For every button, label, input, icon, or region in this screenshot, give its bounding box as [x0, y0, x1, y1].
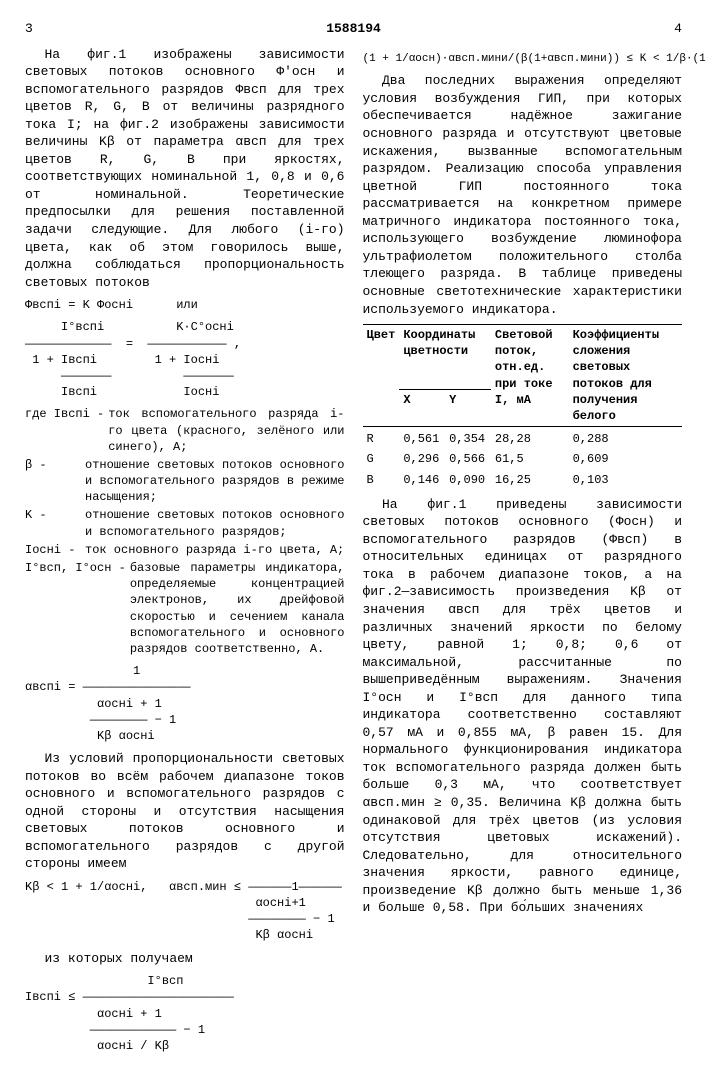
formula-top-right: (1 + 1/αосн)·αвсп.мини/(β(1+αвсп.мини)) … [363, 52, 683, 67]
left-column: На фиг.1 изображены зависимости световых… [25, 46, 345, 1061]
cell: 0,609 [569, 449, 682, 469]
def-row: Iоснi - ток основного разряда i-го цвета… [25, 542, 345, 558]
def-row: где Iвспi - ток вспомогательного разряда… [25, 406, 345, 455]
def-text: отношение световых потоков основного и в… [85, 507, 345, 539]
formula-4: Kβ < 1 + 1/αоснi, αвсп.мин ≤ ——————1————… [25, 879, 345, 944]
right-page-number: 4 [674, 20, 682, 38]
th-color: Цвет [363, 325, 400, 427]
def-row: K - отношение световых потоков основного… [25, 507, 345, 539]
def-text: ток основного разряда i-го цвета, А; [85, 542, 345, 558]
cell: 0,561 [399, 427, 445, 450]
cell: R [363, 427, 400, 450]
th-coef: Коэффициенты сложения световых потоков д… [569, 325, 682, 427]
left-para-2: Из условий пропорциональности световых п… [25, 750, 345, 873]
def-text: ток вспомогательного разряда i-го цвета … [108, 406, 344, 455]
cell: 0,288 [569, 427, 682, 450]
left-para-1: На фиг.1 изображены зависимости световых… [25, 46, 345, 292]
left-para-3: из которых получаем [25, 950, 345, 968]
th-y: Y [445, 390, 491, 427]
table-row: G 0,296 0,566 61,5 0,609 [363, 449, 683, 469]
th-flux: Световой поток, отн.ед. при токе I, мА [491, 325, 569, 427]
formula-1: Фвспi = K Фоснi или [25, 297, 345, 313]
cell: 0,103 [569, 470, 682, 490]
cell: 0,296 [399, 449, 445, 469]
def-row: I°всп, I°осн - базовые параметры индикат… [25, 560, 345, 657]
document-number: 1588194 [326, 20, 381, 38]
formula-3: 1 αвспi = ——————————————— αоснi + 1 ————… [25, 663, 345, 744]
page-header: 3 1588194 4 [25, 20, 682, 38]
table-row: B 0,146 0,090 16,25 0,103 [363, 470, 683, 490]
def-term: где Iвспi - [25, 406, 108, 455]
th-chroma: Координаты цветности [399, 325, 491, 390]
cell: 0,354 [445, 427, 491, 450]
th-x: X [399, 390, 445, 427]
cell: G [363, 449, 400, 469]
formula-5: I°всп Iвспi ≤ ————————————————————— αосн… [25, 973, 345, 1054]
cell: 0,090 [445, 470, 491, 490]
right-para-1: Два последних выражения определяют услов… [363, 72, 683, 318]
cell: B [363, 470, 400, 490]
cell: 28,28 [491, 427, 569, 450]
def-term: β - [25, 457, 85, 506]
definitions-list: где Iвспi - ток вспомогательного разряда… [25, 406, 345, 657]
def-term: I°всп, I°осн - [25, 560, 130, 657]
characteristics-table: Цвет Координаты цветности Световой поток… [363, 324, 683, 490]
right-column: (1 + 1/αосн)·αвсп.мини/(β(1+αвсп.мини)) … [363, 46, 683, 1061]
formula-2: I°вспi K·C°оснi ———————————— = —————————… [25, 319, 345, 400]
def-term: Iоснi - [25, 542, 85, 558]
cell: 61,5 [491, 449, 569, 469]
table-body: R 0,561 0,354 28,28 0,288 G 0,296 0,566 … [363, 427, 683, 490]
right-para-2: На фиг.1 приведены зависимости световых … [363, 496, 683, 917]
def-term: K - [25, 507, 85, 539]
text-columns: На фиг.1 изображены зависимости световых… [25, 46, 682, 1061]
def-row: β - отношение световых потоков основного… [25, 457, 345, 506]
cell: 16,25 [491, 470, 569, 490]
cell: 0,146 [399, 470, 445, 490]
cell: 0,566 [445, 449, 491, 469]
def-text: отношение световых потоков основного и в… [85, 457, 345, 506]
table-row: R 0,561 0,354 28,28 0,288 [363, 427, 683, 450]
left-page-number: 3 [25, 20, 33, 38]
def-text: базовые параметры индикатора, определяем… [130, 560, 345, 657]
